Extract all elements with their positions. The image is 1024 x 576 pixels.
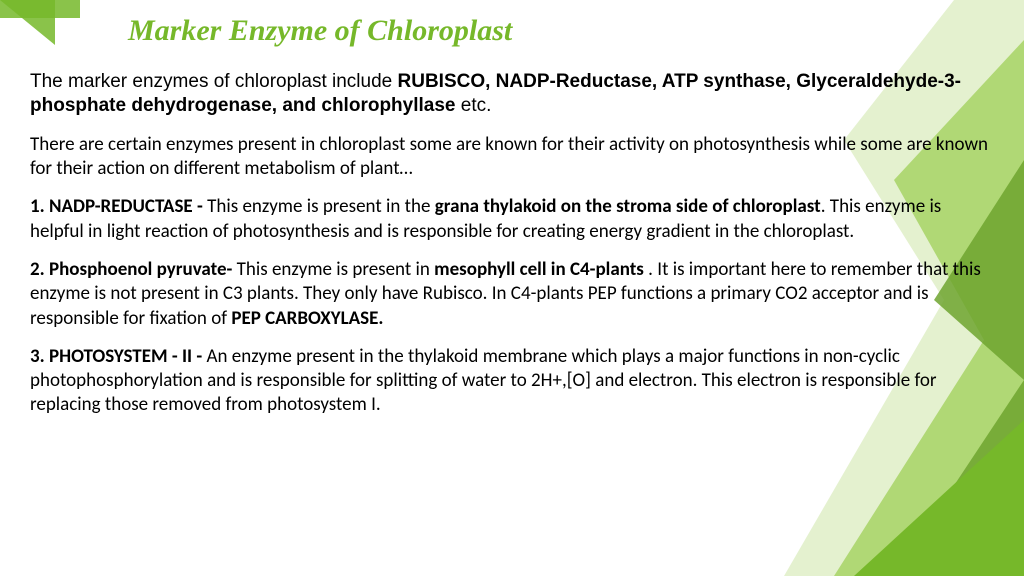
corner-accent-triangle: [0, 0, 55, 45]
intro-paragraph: The marker enzymes of chloroplast includ…: [30, 70, 990, 119]
item1-t1: This enzyme is present in the: [207, 195, 435, 218]
item2-t1: This enzyme is present in: [237, 258, 435, 281]
intro-text-pre: The marker enzymes of chloroplast includ…: [30, 71, 398, 92]
enzyme-item-2: 2. Phosphoenol pyruvate- This enzyme is …: [30, 258, 990, 331]
item2-b1: mesophyll cell in C4-plants: [434, 258, 644, 281]
item2-lead: 2. Phosphoenol pyruvate-: [30, 258, 237, 281]
intro-text-post: etc.: [455, 95, 491, 116]
overview-paragraph: There are certain enzymes present in chl…: [30, 133, 990, 182]
item1-lead: 1. NADP-REDUCTASE -: [30, 195, 207, 218]
slide-body: The marker enzymes of chloroplast includ…: [30, 70, 990, 432]
item3-lead: 3. PHOTOSYSTEM - II -: [30, 345, 207, 368]
enzyme-item-3: 3. PHOTOSYSTEM - II - An enzyme present …: [30, 345, 990, 418]
enzyme-item-1: 1. NADP-REDUCTASE - This enzyme is prese…: [30, 195, 990, 244]
slide: Marker Enzyme of Chloroplast The marker …: [0, 0, 1024, 576]
slide-title: Marker Enzyme of Chloroplast: [128, 14, 512, 48]
item2-b2: PEP CARBOXYLASE.: [231, 307, 383, 330]
item1-b1: grana thylakoid on the stroma side of ch…: [435, 195, 821, 218]
